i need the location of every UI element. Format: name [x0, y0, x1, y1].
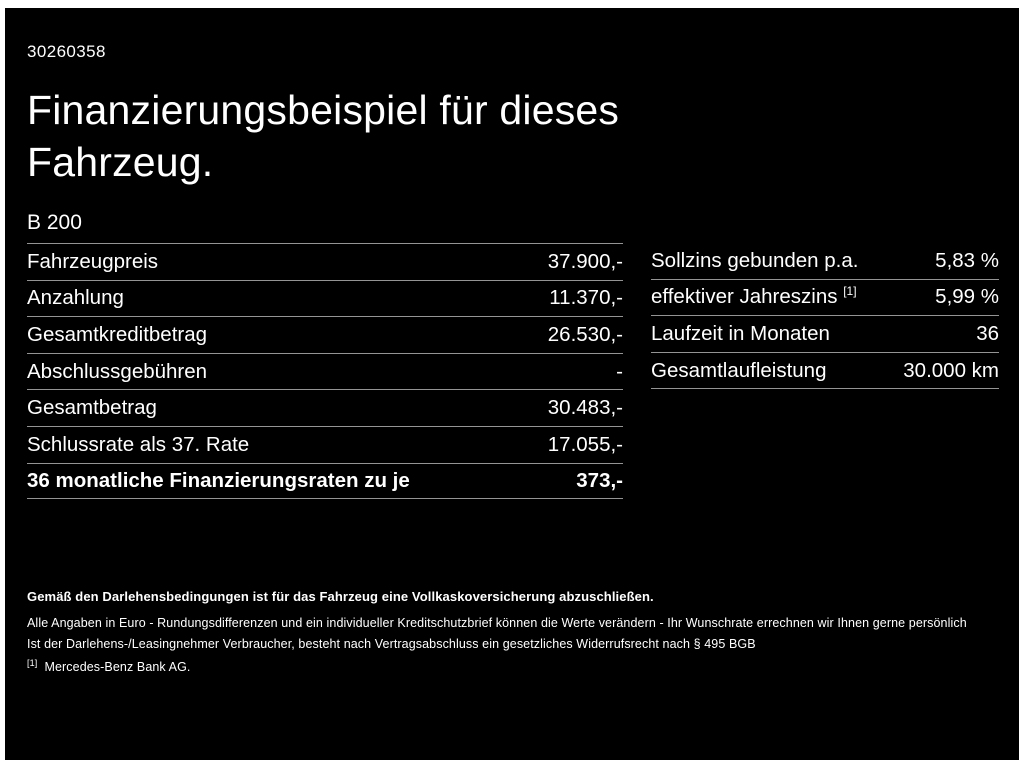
page-title: Finanzierungsbeispiel für dieses Fahrzeu… — [27, 84, 999, 189]
row-value: 5,83 % — [935, 248, 999, 272]
row-value: 373,- — [576, 468, 623, 492]
row-label: 36 monatliche Finanzierungsraten zu je — [27, 468, 410, 492]
row-value: 11.370,- — [549, 286, 623, 310]
row-label: Gesamtbetrag — [27, 396, 157, 420]
row-value: 30.000 km — [903, 358, 999, 382]
row-label: Sollzins gebunden p.a. — [651, 248, 859, 272]
row-label: Laufzeit in Monaten — [651, 321, 830, 345]
disclaimer-line: Alle Angaben in Euro - Rundungsdifferenz… — [27, 616, 967, 631]
row-label: Gesamtlaufleistung — [651, 358, 827, 382]
table-row: Gesamtlaufleistung 30.000 km — [651, 353, 999, 390]
table-row: Fahrzeugpreis 37.900,- — [27, 242, 623, 280]
page-title-line2: Fahrzeug. — [27, 139, 214, 186]
row-value: 26.530,- — [547, 322, 623, 346]
table-row: Anzahlung 11.370,- — [27, 279, 623, 317]
content-frame: 30260358 Finanzierungsbeispiel für diese… — [5, 8, 1019, 760]
footnote-marker: [1] — [27, 657, 38, 668]
row-label: effektiver Jahreszins [1] — [651, 285, 857, 309]
row-value: 30.483,- — [547, 396, 623, 420]
footnote: [1] Mercedes-Benz Bank AG. — [27, 657, 989, 676]
row-value: 36 — [976, 321, 999, 345]
row-label: Anzahlung — [27, 286, 124, 310]
table-row: Abschlussgebühren - — [27, 352, 623, 390]
insurance-note: Gemäß den Darlehensbedingungen ist für d… — [27, 589, 654, 604]
row-label: Schlussrate als 37. Rate — [27, 432, 250, 456]
withdrawal-note: Ist der Darlehens-/Leasingnehmer Verbrau… — [27, 636, 756, 651]
vehicle-model: B 200 — [27, 210, 82, 234]
row-label: Abschlussgebühren — [27, 359, 208, 383]
table-row-monthly-rate: 36 monatliche Finanzierungsraten zu je 3… — [27, 462, 623, 500]
document-id: 30260358 — [27, 42, 106, 61]
financing-table-left: Fahrzeugpreis 37.900,- Anzahlung 11.370,… — [27, 242, 623, 500]
page-title-line1: Finanzierungsbeispiel für dieses — [27, 87, 620, 133]
row-label: Fahrzeugpreis — [27, 249, 159, 273]
financing-tables: Fahrzeugpreis 37.900,- Anzahlung 11.370,… — [27, 242, 999, 500]
table-row: Gesamtkreditbetrag 26.530,- — [27, 316, 623, 353]
table-row: Gesamtbetrag 30.483,- — [27, 389, 623, 426]
row-label-text: effektiver Jahreszins — [651, 285, 838, 309]
table-row: Schlussrate als 37. Rate 17.055,- — [27, 425, 623, 463]
financing-table-right: Sollzins gebunden p.a. 5,83 % effektiver… — [651, 243, 999, 499]
legal-footer: Gemäß den Darlehensbedingungen ist für d… — [27, 589, 989, 675]
footnote-ref: [1] — [843, 284, 857, 299]
row-value: 5,99 % — [935, 285, 999, 309]
row-value: 17.055,- — [547, 432, 623, 456]
row-label: Gesamtkreditbetrag — [27, 322, 208, 346]
footnote-text: Mercedes-Benz Bank AG. — [44, 659, 191, 674]
table-row: effektiver Jahreszins [1] 5,99 % — [651, 280, 999, 317]
table-row: Laufzeit in Monaten 36 — [651, 316, 999, 353]
table-row: Sollzins gebunden p.a. 5,83 % — [651, 243, 999, 280]
row-value: - — [616, 359, 623, 383]
row-value: 37.900,- — [547, 249, 623, 273]
